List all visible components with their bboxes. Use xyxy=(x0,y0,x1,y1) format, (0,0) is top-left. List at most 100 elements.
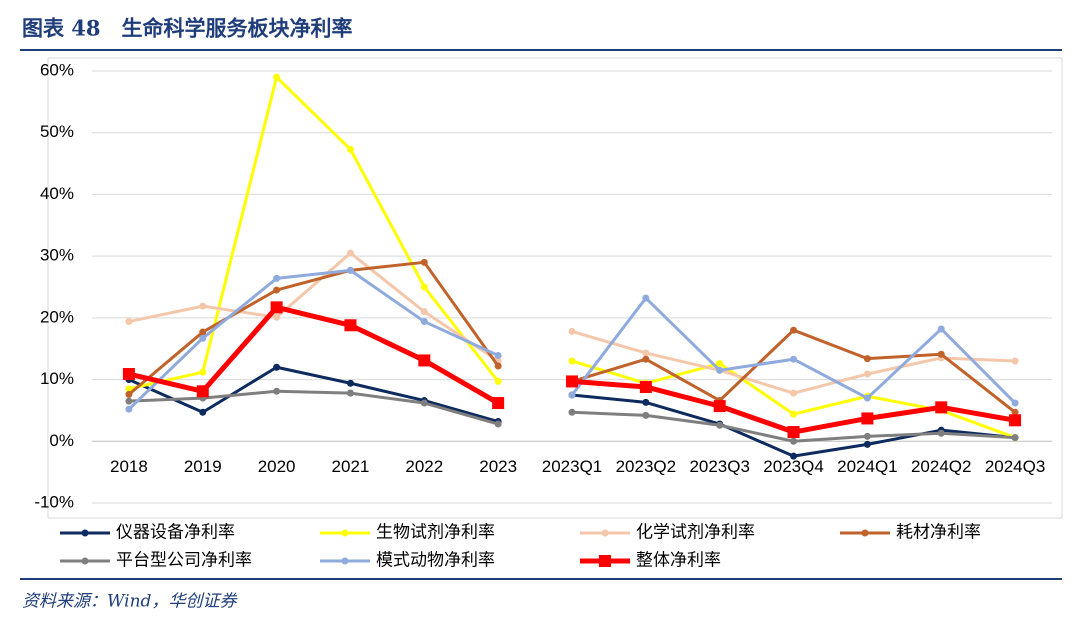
point-marker xyxy=(863,440,871,448)
legend-marker xyxy=(341,529,349,537)
point-marker xyxy=(494,352,502,360)
point-marker xyxy=(199,302,207,310)
point-marker xyxy=(273,274,281,282)
point-marker xyxy=(494,420,502,428)
legend-label: 生物试剂净利率 xyxy=(376,522,495,541)
point-marker xyxy=(790,437,798,445)
chart-frame xyxy=(47,57,1063,519)
point-marker xyxy=(420,283,428,291)
chart-title: 图表 48 生命科学服务板块净利率 xyxy=(22,16,353,41)
point-marker xyxy=(568,327,576,335)
point-marker xyxy=(199,328,207,336)
point-marker xyxy=(420,318,428,326)
point-marker xyxy=(716,421,724,429)
point-marker xyxy=(861,412,874,425)
point-marker xyxy=(199,368,207,376)
x-tick-label: 2018 xyxy=(110,457,148,476)
point-marker xyxy=(1011,434,1019,442)
point-marker xyxy=(716,360,724,368)
x-tick-label: 2024Q3 xyxy=(985,457,1046,476)
x-tick-label: 2023Q3 xyxy=(689,457,750,476)
legend-marker xyxy=(341,557,349,565)
legend-marker xyxy=(601,529,609,537)
point-marker xyxy=(125,385,133,393)
point-marker xyxy=(420,399,428,407)
point-marker xyxy=(1009,414,1022,427)
series-line xyxy=(127,268,499,411)
point-marker xyxy=(125,405,133,413)
point-marker xyxy=(937,350,945,358)
series-line xyxy=(128,304,500,406)
point-marker xyxy=(346,389,354,397)
series-line xyxy=(128,251,499,363)
x-tick-label: 2023 xyxy=(479,457,517,476)
point-marker xyxy=(642,294,650,302)
x-tick-label: 2023Q2 xyxy=(616,457,677,476)
point-marker xyxy=(196,385,209,398)
series-line xyxy=(128,75,500,391)
legend-label: 仪器设备净利率 xyxy=(116,522,235,541)
point-marker xyxy=(346,379,354,387)
point-marker xyxy=(273,387,281,395)
point-marker xyxy=(937,429,945,437)
y-tick-label: 50% xyxy=(40,122,74,141)
point-marker xyxy=(125,390,133,398)
legend-label: 平台型公司净利率 xyxy=(116,550,252,569)
point-marker xyxy=(863,432,871,440)
point-marker xyxy=(494,377,502,385)
y-tick-label: 20% xyxy=(40,307,74,326)
point-marker xyxy=(716,366,724,374)
point-marker xyxy=(199,334,207,342)
point-marker xyxy=(1011,408,1019,416)
legend-marker xyxy=(599,555,611,567)
point-marker xyxy=(863,394,871,402)
legend-marker xyxy=(81,557,89,565)
x-tick-label: 2019 xyxy=(184,457,222,476)
point-marker xyxy=(790,410,798,418)
series-line xyxy=(128,389,499,426)
legend-marker xyxy=(81,529,89,537)
source: 资料来源：Wind，华创证券 xyxy=(22,592,238,612)
legend-marker xyxy=(861,529,869,537)
point-marker xyxy=(790,389,798,397)
series-line xyxy=(571,378,1016,435)
point-marker xyxy=(492,397,505,410)
y-tick-label: 40% xyxy=(40,184,74,203)
point-marker xyxy=(270,301,283,314)
x-tick-label: 2020 xyxy=(258,457,296,476)
point-marker xyxy=(937,325,945,333)
x-tick-label: 2024Q2 xyxy=(911,457,972,476)
series-line xyxy=(128,365,499,423)
point-marker xyxy=(199,408,207,416)
x-tick-label: 2024Q1 xyxy=(837,457,898,476)
point-marker xyxy=(863,370,871,378)
legend-label: 模式动物净利率 xyxy=(376,550,495,569)
point-marker xyxy=(642,411,650,419)
point-marker xyxy=(273,363,281,371)
point-marker xyxy=(642,355,650,363)
point-marker xyxy=(273,73,281,81)
x-tick-label: 2023Q1 xyxy=(542,457,603,476)
point-marker xyxy=(790,355,798,363)
x-tick-label: 2021 xyxy=(332,457,370,476)
y-tick-label: 10% xyxy=(40,369,74,388)
series-line xyxy=(571,328,1017,414)
point-marker xyxy=(642,349,650,357)
legend-label: 整体净利率 xyxy=(636,550,721,569)
point-marker xyxy=(494,362,502,370)
y-tick-label: 30% xyxy=(40,246,74,265)
point-marker xyxy=(568,357,576,365)
point-marker xyxy=(713,400,726,413)
point-marker xyxy=(568,408,576,416)
point-marker xyxy=(273,313,281,321)
point-marker xyxy=(642,398,650,406)
legend-label: 化学试剂净利率 xyxy=(636,522,755,541)
point-marker xyxy=(346,249,354,257)
x-tick-label: 2023Q4 xyxy=(763,457,824,476)
point-marker xyxy=(346,266,354,274)
x-tick-label: 2022 xyxy=(405,457,443,476)
legend-label: 耗材净利率 xyxy=(896,522,981,541)
point-marker xyxy=(122,368,135,381)
point-marker xyxy=(125,397,133,405)
